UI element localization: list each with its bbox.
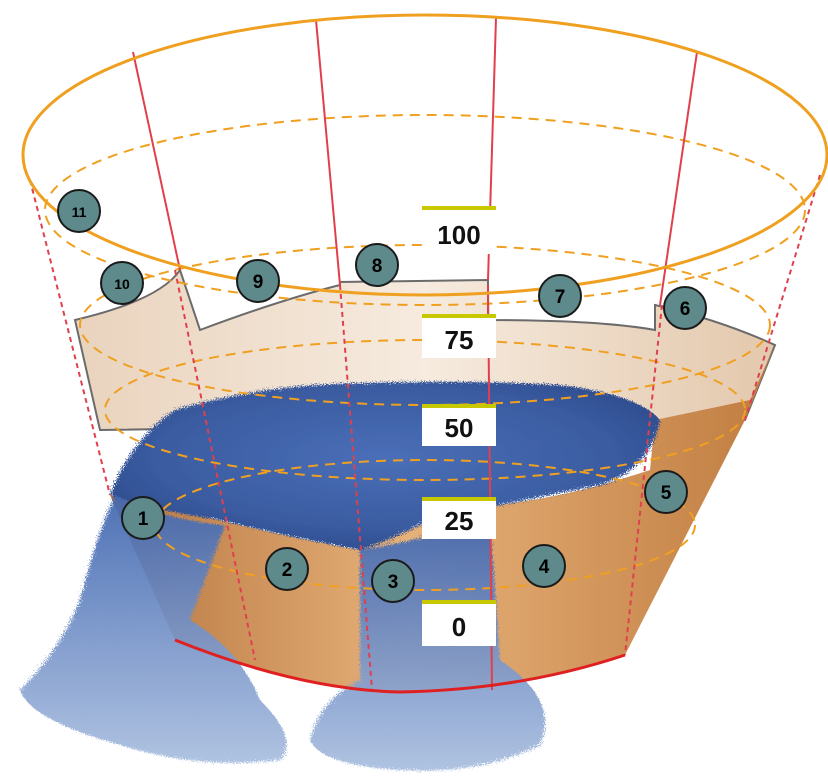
barrel-top-rim (21, 13, 828, 297)
stave-badge-9: 9 (236, 259, 280, 303)
stave-badge-5: 5 (644, 470, 688, 514)
scale-label-0: 0 (452, 612, 466, 642)
stave-number: 2 (282, 560, 293, 581)
water-spill-left (20, 495, 287, 763)
stave-badge-4: 4 (522, 544, 566, 588)
stave-number: 4 (539, 557, 550, 578)
scale-mark-0: 0 (422, 600, 496, 646)
scale-mark-25: 25 (422, 497, 496, 539)
level-scale: 100 75 50 25 0 (422, 206, 496, 646)
stave-badge-6: 6 (663, 286, 707, 330)
stave-number: 5 (661, 483, 672, 504)
stave-number: 7 (555, 287, 566, 308)
stave-badge-8: 8 (355, 243, 399, 287)
scale-label-75: 75 (445, 325, 474, 355)
stave-number: 10 (114, 276, 130, 292)
stave-badge-10: 10 (100, 261, 144, 305)
scale-label-100: 100 (437, 220, 480, 250)
stave-badge-2: 2 (265, 547, 309, 591)
stave-number: 11 (72, 204, 87, 220)
scale-label-25: 25 (445, 506, 474, 536)
stave-badge-11: 11 (57, 189, 101, 233)
scale-label-50: 50 (445, 413, 474, 443)
stave-number: 8 (372, 256, 383, 277)
stave-number: 1 (138, 509, 149, 530)
scale-mark-100: 100 (422, 206, 496, 254)
stave-badge-1: 1 (121, 496, 165, 540)
barrel-base-rim (174, 638, 626, 694)
stave-badge-7: 7 (538, 274, 582, 318)
stave-number: 6 (680, 299, 691, 320)
stave-number: 9 (253, 272, 264, 293)
stave-number: 3 (388, 572, 399, 593)
stave-badge-3: 3 (371, 559, 415, 603)
water-surface (110, 381, 660, 550)
scale-mark-50: 50 (422, 404, 496, 446)
stave-badges: 1 2 3 4 5 6 7 8 (57, 189, 707, 603)
scale-mark-75: 75 (422, 314, 496, 358)
